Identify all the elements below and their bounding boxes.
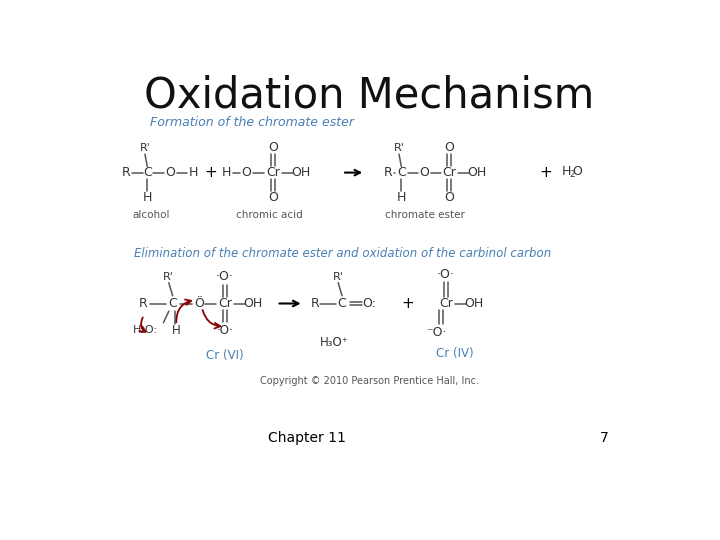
Text: R': R' bbox=[394, 143, 405, 153]
Text: alcohol: alcohol bbox=[132, 210, 170, 220]
Text: H: H bbox=[143, 191, 152, 204]
Text: R: R bbox=[311, 297, 320, 310]
Text: C: C bbox=[168, 297, 177, 310]
Text: C: C bbox=[338, 297, 346, 310]
Text: Oxidation Mechanism: Oxidation Mechanism bbox=[144, 75, 594, 117]
Text: Chapter 11: Chapter 11 bbox=[269, 431, 346, 446]
Text: chromate ester: chromate ester bbox=[384, 210, 464, 220]
Text: H₂O:: H₂O: bbox=[133, 326, 158, 335]
Text: OH: OH bbox=[467, 166, 487, 179]
Text: R: R bbox=[139, 297, 148, 310]
Text: H: H bbox=[222, 166, 231, 179]
Text: R: R bbox=[384, 166, 392, 179]
Text: C: C bbox=[397, 166, 405, 179]
Text: Cr: Cr bbox=[439, 297, 453, 310]
Text: O: O bbox=[444, 191, 454, 204]
Text: Cr (VI): Cr (VI) bbox=[206, 349, 244, 362]
Text: Ö: Ö bbox=[194, 297, 204, 310]
Text: OH: OH bbox=[291, 166, 310, 179]
Text: O:: O: bbox=[362, 297, 376, 310]
Text: ·O·: ·O· bbox=[216, 270, 234, 283]
Text: R': R' bbox=[140, 143, 150, 153]
Text: Cr: Cr bbox=[218, 297, 232, 310]
Text: O: O bbox=[268, 141, 278, 154]
Text: H: H bbox=[397, 191, 406, 204]
Text: +: + bbox=[540, 165, 552, 180]
Text: 7: 7 bbox=[600, 431, 608, 446]
Text: H: H bbox=[172, 324, 181, 337]
Text: R: R bbox=[122, 166, 131, 179]
Text: O: O bbox=[166, 166, 175, 179]
Text: OH: OH bbox=[243, 297, 262, 310]
Text: H₃O⁺: H₃O⁺ bbox=[320, 335, 348, 348]
Text: Cr: Cr bbox=[442, 166, 456, 179]
Text: O: O bbox=[268, 191, 278, 204]
Text: ·O·: ·O· bbox=[437, 268, 455, 281]
Text: chromic acid: chromic acid bbox=[235, 210, 302, 220]
Text: O: O bbox=[572, 165, 582, 178]
Text: +: + bbox=[401, 296, 414, 311]
Text: O: O bbox=[420, 166, 429, 179]
Text: O: O bbox=[242, 166, 251, 179]
Text: 2: 2 bbox=[570, 170, 575, 179]
Text: Copyright © 2010 Pearson Prentice Hall, Inc.: Copyright © 2010 Pearson Prentice Hall, … bbox=[259, 375, 479, 386]
Text: C: C bbox=[143, 166, 152, 179]
Text: H: H bbox=[189, 166, 198, 179]
Text: ⁻O·: ⁻O· bbox=[426, 326, 447, 339]
Text: H: H bbox=[562, 165, 572, 178]
Text: +: + bbox=[204, 165, 217, 180]
Text: OH: OH bbox=[464, 297, 483, 310]
Text: Elimination of the chromate ester and oxidation of the carbinol carbon: Elimination of the chromate ester and ox… bbox=[134, 247, 552, 260]
Text: Cr: Cr bbox=[266, 166, 279, 179]
Text: R': R' bbox=[333, 272, 343, 281]
Text: R': R' bbox=[163, 272, 174, 281]
Text: Formation of the chromate ester: Formation of the chromate ester bbox=[150, 116, 354, 129]
Text: ·O·: ·O· bbox=[217, 324, 233, 337]
Text: Cr (IV): Cr (IV) bbox=[436, 347, 474, 360]
Text: O: O bbox=[444, 141, 454, 154]
